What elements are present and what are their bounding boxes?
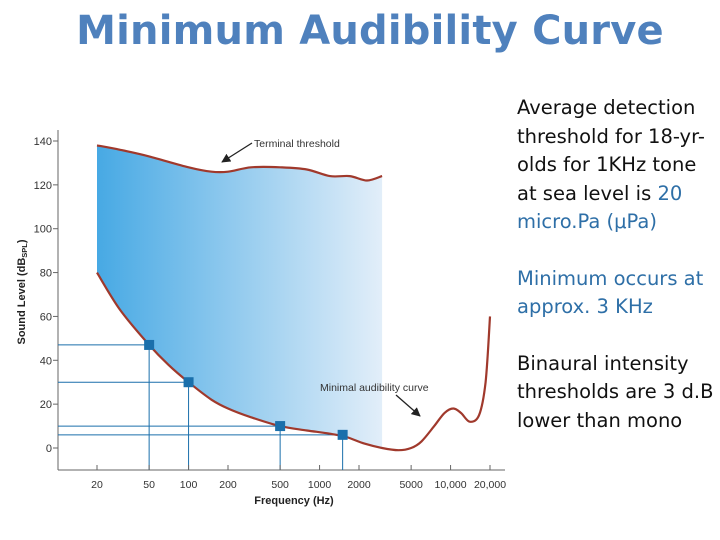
terminal-threshold-label: Terminal threshold — [254, 138, 340, 150]
x-tick-label: 20 — [91, 479, 103, 491]
slide-notes: Average detection threshold for 18-yr-ol… — [517, 94, 717, 463]
note-minimum-text: Minimum occurs at approx. 3 KHz — [517, 266, 704, 319]
x-tick-label: 20,000 — [474, 479, 506, 491]
x-tick-label: 5000 — [399, 479, 423, 491]
axis-ticks: 0 20 40 60 80 100 120 140 20 50 100 200 500 1000 2000 5… — [34, 136, 507, 491]
x-axis-label: Frequency (Hz) — [254, 495, 334, 507]
y-tick-label: 60 — [40, 311, 52, 323]
x-tick-label: 2000 — [347, 479, 371, 491]
axes-grid — [57, 130, 505, 471]
y-tick-label: 120 — [34, 180, 52, 192]
audibility-chart: 0 20 40 60 80 100 120 140 20 50 100 200 500 1000 2000 5… — [16, 130, 507, 507]
note-detection-threshold: Average detection threshold for 18-yr-ol… — [517, 94, 717, 237]
note-binaural-text: Binaural intensity thresholds are 3 d.B … — [517, 351, 714, 432]
x-tick-label: 10,000 — [435, 479, 467, 491]
note-detection-value: 20 micro.Pa (μPa) — [517, 181, 683, 234]
marker-guide-lines — [58, 344, 344, 470]
y-tick-label: 0 — [46, 443, 52, 455]
x-tick-label: 100 — [180, 479, 198, 491]
threshold-marker — [144, 339, 155, 350]
x-tick-label: 50 — [143, 479, 155, 491]
threshold-marker — [183, 377, 194, 388]
audible-range-area — [97, 145, 383, 448]
note-detection-text: Average detection threshold for 18-yr-ol… — [517, 96, 705, 205]
terminal-threshold-line — [96, 144, 383, 182]
y-tick-label: 140 — [34, 136, 52, 148]
note-minimum: Minimum occurs at approx. 3 KHz — [517, 265, 717, 322]
x-tick-label: 1000 — [308, 479, 332, 491]
threshold-markers — [144, 339, 348, 440]
minimal-audibility-arrow — [395, 394, 421, 417]
y-tick-label: 100 — [34, 224, 52, 236]
x-tick-label: 200 — [219, 479, 237, 491]
threshold-marker — [275, 421, 286, 432]
y-tick-label: 40 — [40, 355, 52, 367]
x-tick-label: 500 — [271, 479, 289, 491]
y-tick-label: 20 — [40, 399, 52, 411]
y-axis-label-sub: SPL — [20, 243, 29, 258]
note-binaural: Binaural intensity thresholds are 3 d.B … — [517, 350, 717, 436]
minimal-audibility-label: Minimal audibility curve — [320, 382, 429, 394]
y-axis-label-end: ) — [16, 239, 28, 243]
slide-title: Minimum Audibility Curve — [76, 8, 664, 54]
y-axis-label-main: Sound Level (dB — [16, 258, 28, 345]
y-tick-label: 80 — [40, 268, 52, 280]
y-axis-label: Sound Level (dBSPL) — [16, 239, 29, 344]
threshold-marker — [337, 429, 348, 440]
terminal-threshold-arrow — [221, 142, 253, 163]
